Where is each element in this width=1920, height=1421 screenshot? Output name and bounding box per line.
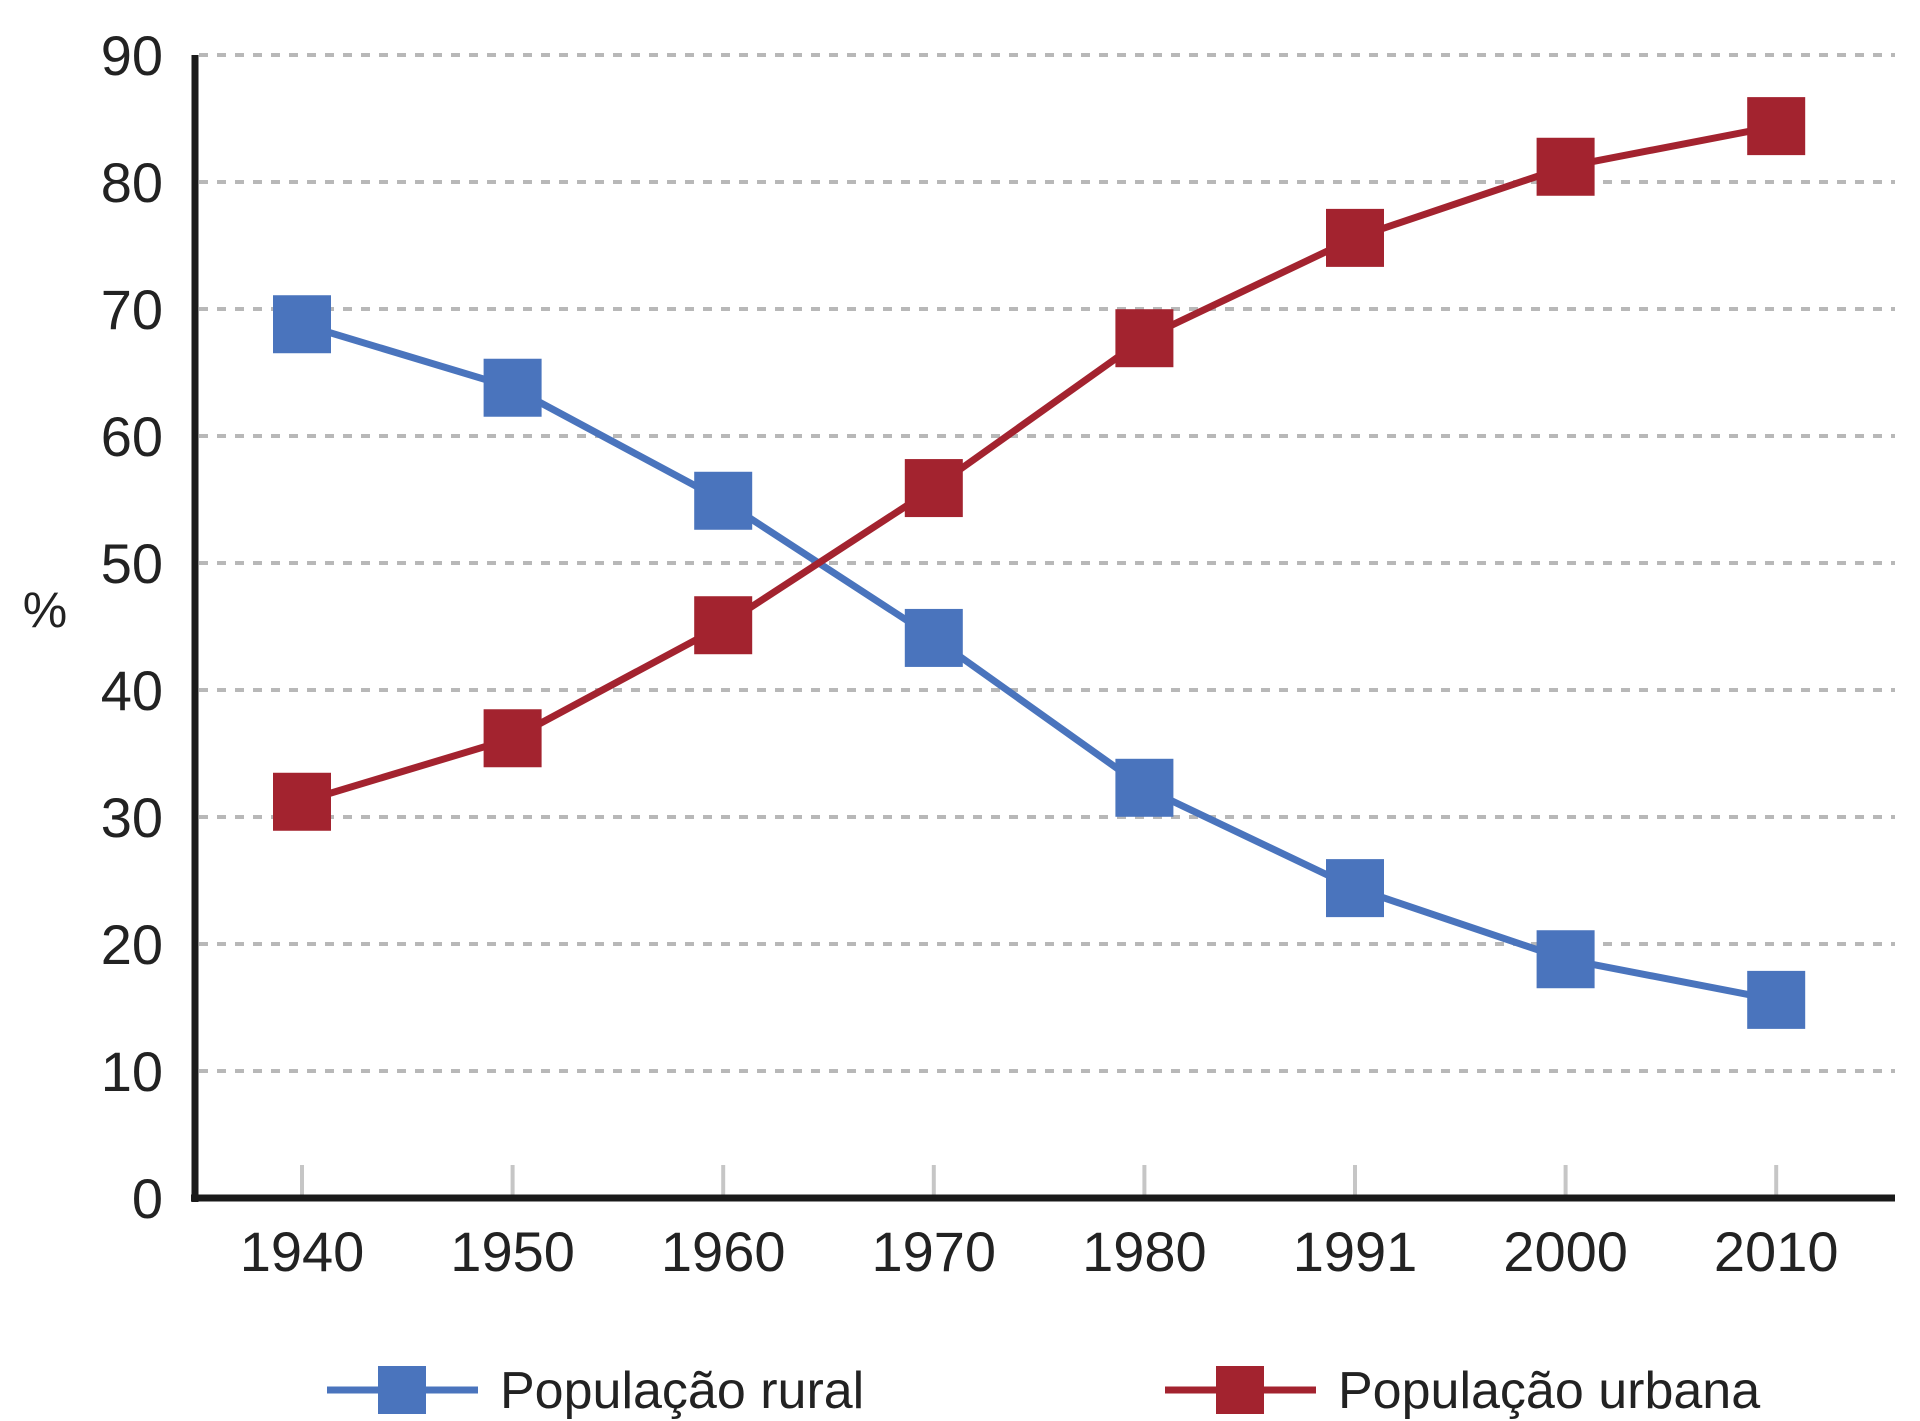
data-point-marker <box>1747 970 1806 1029</box>
x-tick-label: 2000 <box>1503 1220 1628 1283</box>
y-tick-label: 80 <box>101 151 163 214</box>
y-tick-label: 0 <box>132 1167 163 1230</box>
data-point-marker <box>904 608 963 667</box>
data-point-marker <box>483 358 542 417</box>
axes <box>191 55 1895 1202</box>
y-tick-label: 60 <box>101 405 163 468</box>
y-axis-tick-labels: 0 10 20 30 40 50 60 70 80 90 <box>101 24 163 1230</box>
x-axis-tick-labels: 1940 1950 1960 1970 1980 1991 2000 2010 <box>240 1220 1839 1283</box>
y-tick-label: 70 <box>101 278 163 341</box>
x-tick-label: 1950 <box>450 1220 575 1283</box>
series-line <box>300 320 1777 1004</box>
x-tick-label: 1960 <box>661 1220 786 1283</box>
series-urbana <box>273 97 1806 831</box>
x-tick-label: 1991 <box>1293 1220 1418 1283</box>
data-point-marker <box>273 772 331 831</box>
data-point-marker <box>1536 930 1595 989</box>
data-point-marker <box>273 295 331 354</box>
legend: População rural População urbana <box>327 1362 1760 1420</box>
x-axis-ticks <box>300 1165 1779 1196</box>
legend-item: População urbana <box>1165 1362 1760 1420</box>
data-point-marker <box>1747 97 1806 156</box>
y-axis-label: % <box>23 582 67 638</box>
data-point-marker <box>1115 309 1174 368</box>
grid-lines <box>199 53 1895 1073</box>
y-tick-label: 30 <box>101 786 163 849</box>
legend-item: População rural <box>327 1362 864 1420</box>
data-point-marker <box>904 459 963 518</box>
y-tick-label: 90 <box>101 24 163 87</box>
x-tick-label: 1980 <box>1082 1220 1207 1283</box>
series-rural <box>273 295 1806 1029</box>
data-point-marker <box>1115 758 1174 817</box>
x-tick-label: 1940 <box>240 1220 365 1283</box>
y-tick-label: 20 <box>101 913 163 976</box>
legend-label: População rural <box>500 1362 864 1420</box>
y-tick-label: 10 <box>101 1040 163 1103</box>
legend-marker <box>1216 1366 1264 1414</box>
data-point-marker <box>694 471 753 530</box>
data-point-marker <box>1326 208 1384 267</box>
x-tick-label: 1970 <box>872 1220 997 1283</box>
data-point-marker <box>1536 137 1595 196</box>
legend-label: População urbana <box>1338 1362 1760 1420</box>
y-tick-label: 50 <box>101 532 163 595</box>
data-point-marker <box>483 709 542 768</box>
x-tick-label: 2010 <box>1714 1220 1839 1283</box>
series <box>273 97 1806 1029</box>
data-point-marker <box>694 596 753 655</box>
series-line <box>300 122 1777 806</box>
data-point-marker <box>1326 859 1384 918</box>
y-tick-label: 40 <box>101 659 163 722</box>
legend-marker <box>378 1366 426 1414</box>
